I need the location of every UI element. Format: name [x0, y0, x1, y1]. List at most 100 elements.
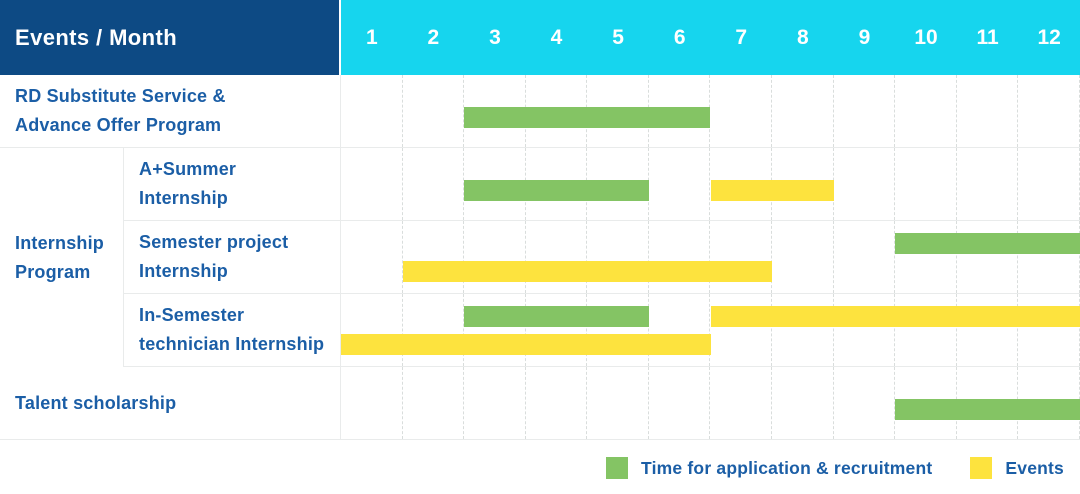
gantt-bar-recruitment [464, 180, 649, 201]
month-gridline [895, 148, 957, 220]
legend-swatch-events [970, 457, 993, 479]
legend-label: Time for application & recruitment [641, 457, 933, 478]
events-month-header-cell: Events / Month [0, 0, 341, 75]
month-gridline [403, 221, 465, 293]
gantt-bar-events [402, 261, 773, 282]
month-gridline [710, 75, 773, 147]
gantt-row: Semester project Internship [124, 221, 1080, 294]
month-gridline [710, 294, 773, 366]
gantt-row-chart-area [341, 294, 1080, 366]
legend-label: Events [1005, 457, 1064, 478]
month-gridline [834, 294, 896, 366]
month-gridline [464, 367, 526, 439]
table-body: RD Substitute Service & Advance Offer Pro… [0, 75, 1080, 440]
gantt-row: RD Substitute Service & Advance Offer Pro… [0, 75, 1080, 148]
month-gridline [341, 294, 403, 366]
month-gridline [464, 294, 526, 366]
gantt-bar-events [710, 306, 1080, 327]
month-gridline [957, 221, 1019, 293]
legend-item: Events [970, 457, 1064, 479]
row-label-line: Semester project [139, 232, 289, 252]
row-label: In-Semester technician Internship [124, 294, 341, 366]
month-gridline [1018, 294, 1080, 366]
month-header-cell: 1 [365, 25, 378, 49]
row-label: RD Substitute Service & Advance Offer Pro… [0, 75, 341, 147]
gantt-row-chart-area [341, 367, 1080, 439]
month-gridline [464, 221, 526, 293]
month-gridline [526, 367, 588, 439]
row-label-line: A+Summer [139, 159, 237, 179]
row-label-line: technician Internship [139, 334, 325, 354]
month-gridline [649, 221, 711, 293]
month-header-cell: 12 [1037, 25, 1061, 49]
row-label-line: Internship [15, 232, 105, 253]
gantt-bar-events [710, 180, 834, 201]
month-gridline [895, 294, 957, 366]
group-label: Internship Program [0, 148, 124, 367]
month-gridline [341, 367, 403, 439]
month-gridline [1018, 148, 1080, 220]
gantt-row-chart-area [341, 148, 1080, 220]
month-gridline [587, 294, 649, 366]
month-header-cell: 3 [489, 25, 501, 49]
month-gridline [341, 148, 403, 220]
month-header-cell: 2 [427, 25, 440, 49]
gantt-row: In-Semester technician Internship [124, 294, 1080, 367]
month-gridline [895, 75, 957, 147]
gantt-row: Talent scholarship [0, 367, 1080, 440]
month-gridline [834, 148, 896, 220]
legend-item: Time for application & recruitment [606, 457, 932, 479]
row-label-line: Talent scholarship [15, 392, 177, 413]
gantt-row-chart-area [341, 221, 1080, 293]
table-header-row: Events / Month 1 2 3 4 5 6 7 8 9 10 11 12 [0, 0, 1080, 75]
month-gridline [587, 221, 649, 293]
month-header-cell: 7 [735, 25, 748, 49]
month-gridline [772, 367, 834, 439]
gantt-group: Internship Program A+Summer Internship Semes… [0, 148, 1080, 367]
month-gridline [834, 367, 896, 439]
month-header-cell: 9 [858, 25, 871, 49]
gantt-row-chart-area [341, 75, 1080, 147]
month-gridline [341, 221, 403, 293]
month-gridline [957, 148, 1019, 220]
month-gridline [772, 294, 834, 366]
month-gridline [834, 221, 896, 293]
month-gridline [710, 221, 773, 293]
month-header-cell: 10 [914, 25, 938, 49]
row-label-line: Internship [139, 188, 229, 208]
gantt-bar-recruitment [464, 306, 649, 327]
month-header-cell: 11 [976, 25, 999, 49]
gantt-bar-events [341, 334, 711, 355]
row-label-line: Program [15, 261, 91, 282]
group-rows: A+Summer Internship Semester project Intern… [124, 148, 1080, 367]
month-gridline [957, 294, 1019, 366]
month-header-cell: 6 [673, 25, 686, 49]
month-gridline [526, 294, 588, 366]
month-gridline [587, 367, 649, 439]
month-header-cell: 4 [550, 25, 563, 49]
month-gridline [895, 221, 957, 293]
gantt-bar-recruitment [895, 399, 1080, 420]
month-header-cell: 5 [612, 25, 624, 49]
month-gridline [649, 294, 711, 366]
month-gridline [957, 75, 1019, 147]
gantt-row: A+Summer Internship [124, 148, 1080, 221]
month-gridline [1018, 221, 1080, 293]
month-header-strip: 1 2 3 4 5 6 7 8 9 10 11 12 [341, 0, 1080, 75]
month-gridline [649, 367, 711, 439]
gantt-bar-recruitment [464, 107, 711, 128]
month-header-cell: 8 [796, 25, 809, 49]
row-label: Talent scholarship [0, 367, 341, 439]
month-gridline [1018, 75, 1080, 147]
month-gridline [772, 221, 834, 293]
legend-swatch-recruitment [606, 457, 629, 479]
legend: Time for application & recruitment Events [0, 457, 1080, 479]
month-gridline [710, 367, 773, 439]
month-gridline [526, 221, 588, 293]
row-label: A+Summer Internship [124, 148, 341, 220]
gantt-bar-recruitment [895, 233, 1080, 254]
month-gridline [403, 148, 465, 220]
row-label-line: RD Substitute Service & [15, 86, 226, 106]
row-label-line: Internship [139, 261, 229, 281]
